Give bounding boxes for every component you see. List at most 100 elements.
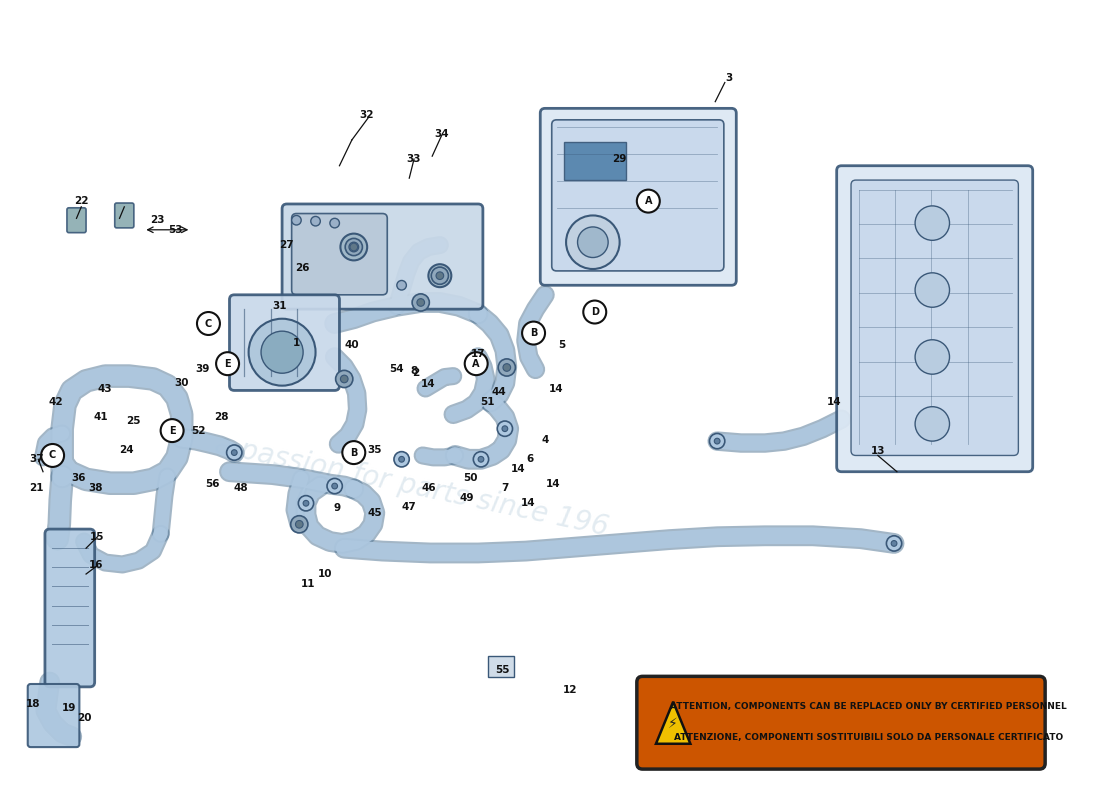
Circle shape xyxy=(566,215,619,269)
Circle shape xyxy=(915,206,949,240)
Text: 30: 30 xyxy=(175,378,189,388)
Text: 9: 9 xyxy=(333,503,340,513)
Text: 49: 49 xyxy=(460,493,474,502)
Text: 22: 22 xyxy=(74,196,88,206)
FancyBboxPatch shape xyxy=(67,208,86,233)
Circle shape xyxy=(327,478,342,494)
Text: 25: 25 xyxy=(126,416,141,426)
Text: 50: 50 xyxy=(463,474,477,483)
Text: 14: 14 xyxy=(421,378,436,389)
Circle shape xyxy=(330,218,340,228)
Text: 14: 14 xyxy=(826,397,842,407)
Text: 51: 51 xyxy=(481,397,495,407)
Circle shape xyxy=(340,375,348,382)
Circle shape xyxy=(891,541,896,546)
FancyBboxPatch shape xyxy=(851,180,1019,455)
Text: 29: 29 xyxy=(613,154,627,164)
Text: 3: 3 xyxy=(725,73,733,82)
Circle shape xyxy=(503,364,510,371)
Circle shape xyxy=(41,444,64,467)
Circle shape xyxy=(498,359,516,376)
Circle shape xyxy=(349,242,359,252)
Text: 14: 14 xyxy=(546,479,560,489)
Text: 14: 14 xyxy=(512,464,526,474)
Text: 8: 8 xyxy=(410,366,418,376)
Circle shape xyxy=(292,215,301,225)
Text: 19: 19 xyxy=(62,703,76,713)
Text: 39: 39 xyxy=(196,365,210,374)
Circle shape xyxy=(915,273,949,307)
Circle shape xyxy=(583,301,606,323)
Text: 55: 55 xyxy=(495,665,509,674)
Text: 45: 45 xyxy=(367,508,382,518)
Text: 16: 16 xyxy=(88,561,103,570)
Circle shape xyxy=(578,227,608,258)
Circle shape xyxy=(398,457,405,462)
Circle shape xyxy=(348,240,361,254)
FancyBboxPatch shape xyxy=(552,120,724,271)
Text: 7: 7 xyxy=(502,483,508,493)
Text: ⚡: ⚡ xyxy=(669,718,678,732)
Text: 42: 42 xyxy=(48,397,63,407)
Text: 17: 17 xyxy=(471,349,485,359)
Bar xyxy=(487,656,515,678)
Circle shape xyxy=(298,496,314,511)
Text: 41: 41 xyxy=(94,412,108,422)
Text: 23: 23 xyxy=(151,215,165,226)
Text: 1: 1 xyxy=(293,338,300,348)
Circle shape xyxy=(216,352,239,375)
Text: 52: 52 xyxy=(191,426,206,435)
Text: 32: 32 xyxy=(359,110,374,120)
Text: 13: 13 xyxy=(870,446,886,456)
Text: 20: 20 xyxy=(77,714,91,723)
FancyBboxPatch shape xyxy=(230,295,340,390)
FancyBboxPatch shape xyxy=(540,108,736,286)
FancyBboxPatch shape xyxy=(282,204,483,309)
Text: 18: 18 xyxy=(26,699,41,709)
Circle shape xyxy=(394,452,409,467)
Polygon shape xyxy=(656,702,691,744)
Circle shape xyxy=(637,190,660,213)
Text: A: A xyxy=(472,358,480,369)
Circle shape xyxy=(231,450,238,455)
Text: ATTENZIONE, COMPONENTI SOSTITUIBILI SOLO DA PERSONALE CERTIFICATO: ATTENZIONE, COMPONENTI SOSTITUIBILI SOLO… xyxy=(674,733,1064,742)
Circle shape xyxy=(332,483,338,489)
Text: 10: 10 xyxy=(318,569,332,579)
Circle shape xyxy=(227,445,242,460)
Text: B: B xyxy=(530,328,537,338)
Text: 43: 43 xyxy=(98,383,112,394)
Circle shape xyxy=(497,421,513,436)
Circle shape xyxy=(473,452,488,467)
Circle shape xyxy=(434,270,446,282)
FancyBboxPatch shape xyxy=(114,203,134,228)
Text: C: C xyxy=(205,318,212,329)
Text: 28: 28 xyxy=(214,412,229,422)
Circle shape xyxy=(428,264,451,287)
Circle shape xyxy=(412,294,429,311)
Text: 26: 26 xyxy=(295,263,309,273)
Text: 6: 6 xyxy=(526,454,534,464)
Text: 2: 2 xyxy=(412,368,419,378)
Text: 38: 38 xyxy=(88,483,103,493)
Text: a passion for parts since 196: a passion for parts since 196 xyxy=(211,430,611,542)
Circle shape xyxy=(431,267,449,284)
Text: 56: 56 xyxy=(205,479,220,489)
Circle shape xyxy=(249,318,316,386)
Circle shape xyxy=(464,352,487,375)
Circle shape xyxy=(436,272,443,279)
Text: D: D xyxy=(591,307,598,317)
Text: A: A xyxy=(645,196,652,206)
Circle shape xyxy=(342,441,365,464)
Circle shape xyxy=(336,370,353,387)
Text: 54: 54 xyxy=(389,365,404,374)
Text: 27: 27 xyxy=(279,240,294,250)
Circle shape xyxy=(887,536,902,551)
Circle shape xyxy=(340,234,367,260)
Circle shape xyxy=(502,426,508,431)
FancyBboxPatch shape xyxy=(28,684,79,747)
Text: 47: 47 xyxy=(402,502,417,512)
Bar xyxy=(564,142,626,180)
Text: 11: 11 xyxy=(300,578,315,589)
Text: 36: 36 xyxy=(72,474,86,483)
Text: 33: 33 xyxy=(406,154,420,164)
